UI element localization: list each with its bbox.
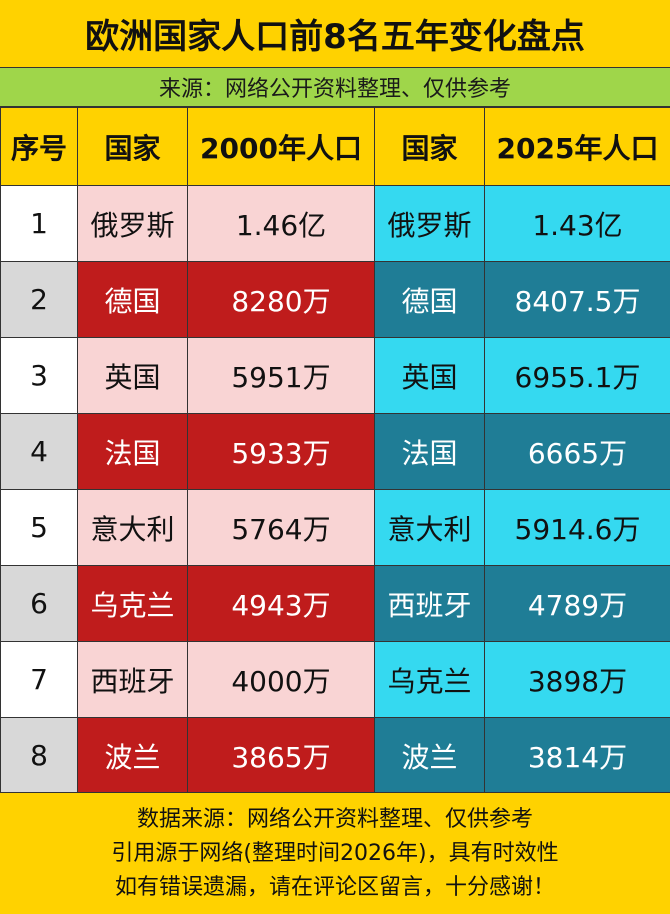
table-row: 4 法国 5933万 法国 6665万 — [0, 413, 670, 490]
footer-line: 如有错误遗漏，请在评论区留言，十分感谢！ — [114, 874, 555, 900]
row-index: 7 — [0, 641, 78, 718]
header-population-2000: 2000年人口 — [187, 107, 375, 186]
table-row: 1 俄罗斯 1.46亿 俄罗斯 1.43亿 — [0, 185, 670, 262]
population-2025: 1.43亿 — [484, 185, 670, 262]
population-2000: 5764万 — [187, 489, 375, 566]
population-2025: 8407.5万 — [484, 261, 670, 338]
country-2025: 波兰 — [374, 717, 485, 794]
population-2000: 4943万 — [187, 565, 375, 642]
header-index: 序号 — [0, 107, 78, 186]
table-row: 3 英国 5951万 英国 6955.1万 — [0, 337, 670, 414]
population-2000: 1.46亿 — [187, 185, 375, 262]
population-2000: 4000万 — [187, 641, 375, 718]
row-index: 3 — [0, 337, 78, 414]
population-2025: 4789万 — [484, 565, 670, 642]
row-index: 4 — [0, 413, 78, 490]
population-2025: 5914.6万 — [484, 489, 670, 566]
population-2025: 6665万 — [484, 413, 670, 490]
country-2000: 西班牙 — [77, 641, 188, 718]
row-index: 2 — [0, 261, 78, 338]
table-row: 8 波兰 3865万 波兰 3814万 — [0, 717, 670, 794]
row-index: 1 — [0, 185, 78, 262]
table-row: 6 乌克兰 4943万 西班牙 4789万 — [0, 565, 670, 642]
country-2025: 西班牙 — [374, 565, 485, 642]
population-2000: 8280万 — [187, 261, 375, 338]
row-index: 6 — [0, 565, 78, 642]
table-row: 5 意大利 5764万 意大利 5914.6万 — [0, 489, 670, 566]
header-country-2025: 国家 — [374, 107, 485, 186]
country-2000: 法国 — [77, 413, 188, 490]
footer-line: 引用源于网络(整理时间2026年)，具有时效性 — [111, 840, 559, 866]
page-title: 欧洲国家人口前8名五年变化盘点 — [0, 0, 670, 67]
page-subtitle: 来源：网络公开资料整理、仅供参考 — [0, 67, 670, 107]
table-row: 7 西班牙 4000万 乌克兰 3898万 — [0, 641, 670, 718]
table-header-row: 序号 国家 2000年人口 国家 2025年人口 — [0, 107, 670, 186]
footer-line: 数据来源：网络公开资料整理、仅供参考 — [136, 806, 533, 832]
country-2025: 俄罗斯 — [374, 185, 485, 262]
country-2025: 德国 — [374, 261, 485, 338]
row-index: 8 — [0, 717, 78, 794]
country-2025: 英国 — [374, 337, 485, 414]
population-2025: 6955.1万 — [484, 337, 670, 414]
population-2000: 5951万 — [187, 337, 375, 414]
country-2025: 法国 — [374, 413, 485, 490]
header-population-2025: 2025年人口 — [484, 107, 670, 186]
population-2025: 3898万 — [484, 641, 670, 718]
country-2000: 德国 — [77, 261, 188, 338]
country-2000: 英国 — [77, 337, 188, 414]
header-country-2000: 国家 — [77, 107, 188, 186]
country-2025: 乌克兰 — [374, 641, 485, 718]
table-row: 2 德国 8280万 德国 8407.5万 — [0, 261, 670, 338]
population-table: 序号 国家 2000年人口 国家 2025年人口 1 俄罗斯 1.46亿 俄罗斯… — [0, 107, 670, 794]
country-2000: 俄罗斯 — [77, 185, 188, 262]
population-2025: 3814万 — [484, 717, 670, 794]
country-2000: 波兰 — [77, 717, 188, 794]
population-2000: 5933万 — [187, 413, 375, 490]
population-2000: 3865万 — [187, 717, 375, 794]
footer-notes: 数据来源：网络公开资料整理、仅供参考 引用源于网络(整理时间2026年)，具有时… — [0, 792, 670, 914]
country-2025: 意大利 — [374, 489, 485, 566]
country-2000: 意大利 — [77, 489, 188, 566]
row-index: 5 — [0, 489, 78, 566]
country-2000: 乌克兰 — [77, 565, 188, 642]
